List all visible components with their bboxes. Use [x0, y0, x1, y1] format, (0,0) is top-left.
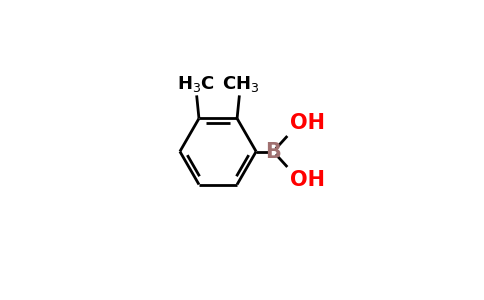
Text: H$_3$C: H$_3$C: [177, 74, 214, 94]
Text: OH: OH: [289, 112, 325, 133]
Text: OH: OH: [289, 170, 325, 190]
Text: CH$_3$: CH$_3$: [222, 74, 259, 94]
Text: B: B: [266, 142, 281, 161]
